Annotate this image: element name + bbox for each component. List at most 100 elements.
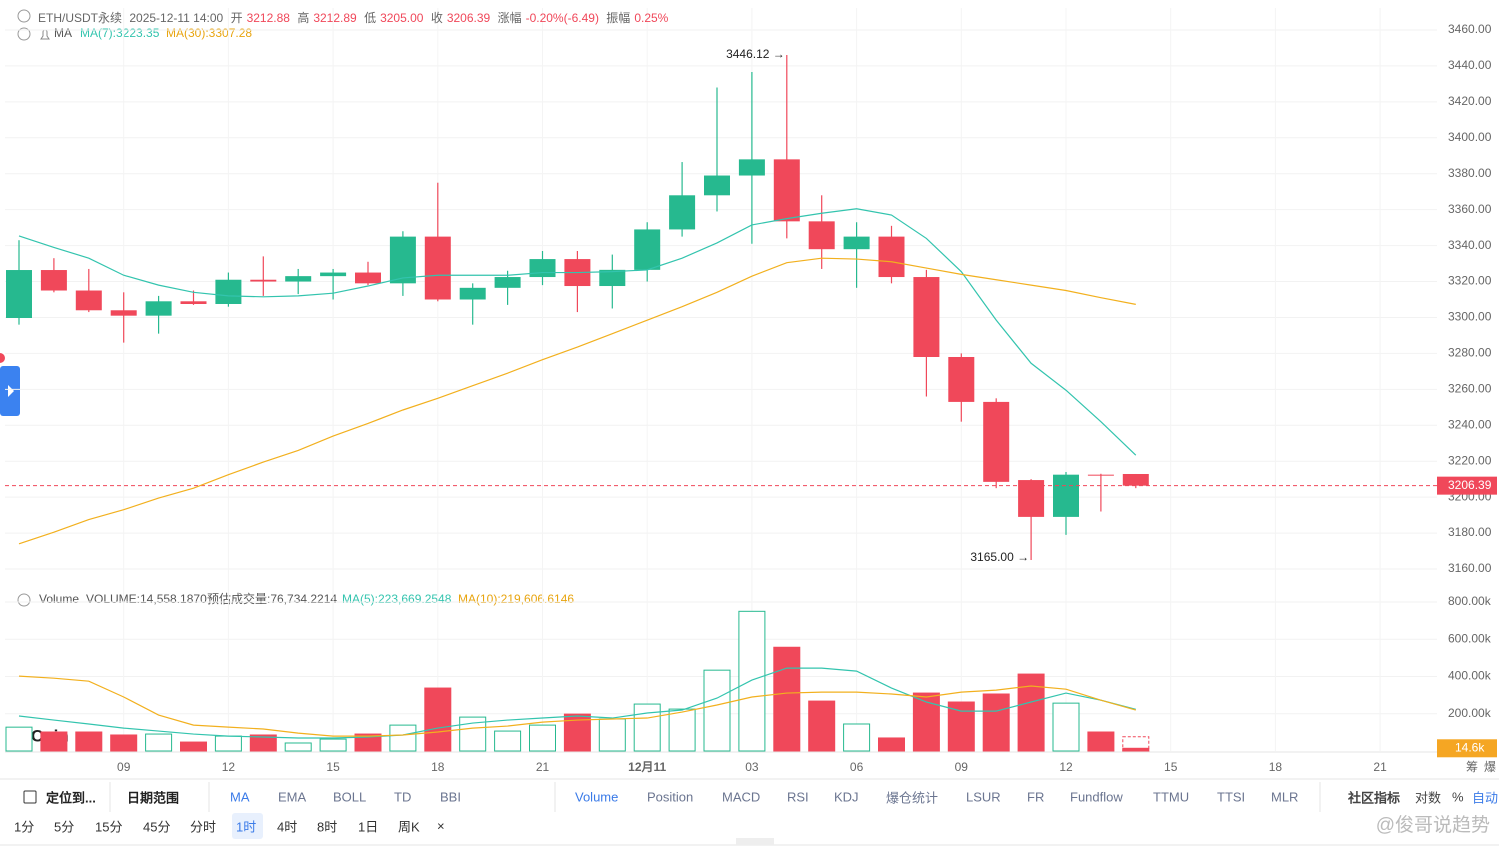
toolbar-button[interactable]: EMA [278, 789, 307, 805]
toolbar-button[interactable]: 周K [398, 819, 420, 835]
toolbar-button[interactable]: 5分 [54, 819, 75, 835]
candle-body [459, 287, 486, 300]
volume-bar [843, 723, 871, 752]
volume-bar [354, 733, 382, 752]
x-tick-label: 03 [745, 760, 759, 774]
volume-bar [529, 724, 556, 752]
side-tab-arrow [8, 385, 14, 397]
toolbar-button[interactable]: TD [394, 789, 412, 805]
x-tick-label: 12月11 [628, 760, 666, 774]
toolbar-button[interactable]: KDJ [834, 789, 859, 805]
legend-ma30: MA(30):3307.28 [166, 26, 252, 40]
y-tick-label: 3180.00 [1448, 525, 1492, 539]
y-tick-label: 3340.00 [1448, 238, 1492, 252]
candle-body [669, 195, 696, 230]
resize-handle[interactable] [736, 838, 774, 845]
toolbar-button[interactable]: × [437, 818, 445, 834]
candle-body [285, 276, 312, 282]
candle-body [1122, 473, 1149, 486]
toolbar-button[interactable]: 4时 [277, 819, 298, 835]
volume-bar [319, 738, 347, 752]
toolbar-button[interactable]: BOLL [333, 789, 367, 805]
toolbar-button[interactable]: 定位到... [46, 790, 96, 806]
last-price-label: 3206.39 [1448, 478, 1492, 492]
toolbar-button[interactable]: 自动 [1472, 790, 1499, 806]
toolbar-button[interactable]: TTSI [1217, 789, 1246, 805]
x-tick-label: 12 [222, 760, 236, 774]
candle-body [424, 236, 451, 300]
toolbar-button[interactable]: Position [647, 789, 694, 805]
volume-bar [249, 734, 277, 752]
field-value: 3212.89 [313, 11, 357, 25]
x-tick-label: 09 [955, 760, 969, 774]
volume-bar [773, 646, 801, 752]
volume-bar [878, 737, 905, 752]
volume-bar [494, 730, 522, 752]
toolbar-button[interactable]: 社区指标 [1348, 790, 1401, 806]
toolbar-button[interactable]: TTMU [1153, 789, 1190, 805]
annotation: 3165.00 → [970, 550, 1029, 564]
toolbar-button[interactable]: 15分 [95, 819, 123, 835]
collapse-icon[interactable] [17, 593, 31, 607]
toolbar-button[interactable]: MLR [1271, 789, 1299, 805]
x-tick-label: 06 [850, 760, 864, 774]
volume-bar [284, 742, 312, 752]
field-value: -0.20%(-6.49) [525, 11, 599, 25]
toolbar-button[interactable]: 1分 [14, 819, 35, 835]
last-volume-label: 14.6k [1455, 740, 1485, 754]
toolbar-button[interactable]: 对数 [1415, 790, 1442, 806]
field-value: 3206.39 [446, 11, 491, 25]
toolbar-button[interactable]: MA [230, 789, 250, 805]
watermark: @俊哥说趋势 [1376, 814, 1490, 836]
grid [5, 8, 1437, 751]
field-label: 收 [430, 11, 443, 25]
volume-estimate [1122, 736, 1150, 752]
x-tick-label: 18 [431, 760, 445, 774]
toolbar-button[interactable]: Volume [575, 789, 619, 805]
candle-body [843, 236, 870, 250]
volume-bar [389, 724, 417, 752]
toolbar-button[interactable]: 8时 [317, 819, 338, 835]
toolbar-button[interactable]: RSI [787, 789, 809, 805]
active-interval-bg [232, 813, 263, 839]
volume-bar [424, 687, 452, 752]
collapse-icon[interactable] [17, 27, 31, 41]
toolbar-button[interactable]: BBI [440, 789, 461, 805]
toolbar-button[interactable]: 45分 [143, 819, 171, 835]
last-volume-box [1437, 739, 1497, 758]
y-tick-label: 3220.00 [1448, 453, 1492, 467]
axis-footer[interactable]: 筹 [1466, 760, 1478, 774]
legend-vma5: MA(5):223,669.2548 [342, 592, 452, 606]
toolbar-button[interactable]: MACD [722, 789, 761, 805]
header: ETH/USDT永续 2025-12-11 14:00 开 3212.88 高 32… [38, 9, 672, 26]
toolbar-button[interactable]: LSUR [966, 789, 1001, 805]
volume-title: Volume [39, 592, 79, 606]
candle-body [75, 290, 102, 311]
axis-footer[interactable]: 爆 [1484, 760, 1496, 774]
toolbar-button[interactable]: 爆仓统计 [886, 790, 939, 806]
toolbar-button[interactable]: 1日 [358, 819, 379, 835]
legend-vma10: MA(10):219,606.6146 [458, 592, 574, 606]
volume-bar [808, 700, 836, 752]
toolbar-button[interactable]: 分时 [190, 819, 217, 835]
toolbar-button[interactable]: 1时 [236, 819, 257, 835]
volume-bar [145, 733, 173, 752]
x-tick-label: 21 [536, 760, 550, 774]
field-value: 0.25% [634, 11, 669, 25]
toolbar-button[interactable]: 日期范围 [127, 790, 180, 806]
toolbar-button[interactable]: Fundflow [1070, 789, 1123, 805]
volume-bar [1052, 702, 1080, 752]
collapse-icon[interactable] [17, 9, 31, 23]
last-price-box [1437, 476, 1497, 495]
candle-body [704, 175, 730, 196]
toolbar-button[interactable]: % [1452, 789, 1464, 805]
candle-body [948, 356, 975, 402]
candle-body [1087, 474, 1114, 476]
volume-bar [214, 735, 242, 752]
x-tick-label: 12 [1059, 760, 1073, 774]
toolbar-button[interactable]: FR [1027, 789, 1045, 805]
candle-body [878, 236, 905, 278]
volume-bar [180, 741, 207, 752]
x-tick-label: 21 [1373, 760, 1387, 774]
candle-body [983, 401, 1010, 482]
